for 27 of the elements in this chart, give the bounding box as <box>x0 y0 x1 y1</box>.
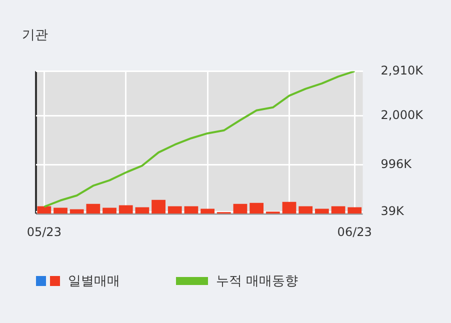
bar <box>233 204 248 214</box>
legend-label: 누적 매매동향 <box>216 273 298 290</box>
chart-title: 기관 <box>22 27 48 44</box>
bar <box>70 209 84 214</box>
bar <box>348 207 362 214</box>
bar <box>86 204 100 214</box>
bar <box>54 208 68 214</box>
bar <box>314 208 329 214</box>
bar <box>118 205 133 214</box>
bar <box>298 206 313 214</box>
bar <box>200 208 214 214</box>
legend-label: 일별매매 <box>68 273 120 290</box>
bar <box>282 202 296 214</box>
bar <box>102 208 116 214</box>
bar <box>135 207 150 214</box>
y-tick-label: 996K <box>380 156 413 171</box>
bar <box>168 206 182 214</box>
bar <box>37 206 52 214</box>
bar <box>152 200 166 214</box>
x-tick-label: 06/23 <box>337 224 372 239</box>
x-tick-label: 05/23 <box>26 224 62 239</box>
y-tick-label: 2,910K <box>380 63 424 78</box>
bar <box>331 206 346 214</box>
y-tick-label: 39K <box>380 204 406 218</box>
bar <box>250 202 264 214</box>
bar <box>184 206 198 214</box>
y-tick-label: 2,000K <box>380 108 424 122</box>
